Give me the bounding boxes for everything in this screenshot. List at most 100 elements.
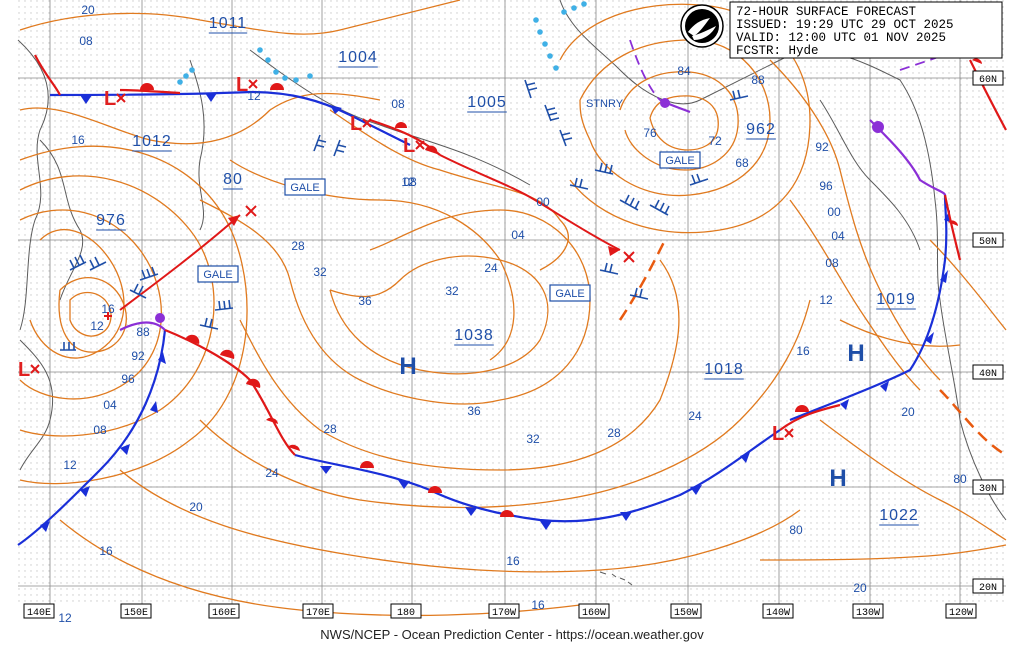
wind-barbs: [60, 79, 749, 351]
lon-label-box: [578, 603, 610, 619]
isobar-value: 96: [819, 179, 833, 193]
low-pressure-icon: L: [350, 113, 372, 135]
isobar-value: 28: [607, 426, 621, 440]
isobar-value: 08: [79, 34, 93, 48]
lon-label-box: [390, 603, 422, 619]
pressure-value: 962: [746, 121, 776, 138]
cold-front-barbs: [40, 93, 950, 532]
hawaii-islands: [599, 571, 633, 586]
latitude-labels: 60N 50N 40N 30N 20N: [972, 70, 1004, 594]
isobar-value: 92: [131, 349, 145, 363]
isobar-value: 04: [831, 229, 845, 243]
header-line3: VALID: 12:00 UTC 01 NOV 2025: [736, 31, 946, 45]
lon-label: 130W: [856, 608, 880, 619]
future-position-marks: [245, 205, 635, 263]
gale-box: [197, 265, 239, 283]
lon-label-box: [302, 603, 334, 619]
high-pressure-icon: H: [399, 353, 416, 380]
noaa-logo-icon: [680, 4, 724, 48]
svg-text:L: L: [350, 113, 362, 135]
lon-label-box: [945, 603, 977, 619]
lat-label: 60N: [979, 75, 997, 86]
lat-label-box: [972, 232, 1004, 248]
isobar-value: 28: [291, 239, 305, 253]
pressure-value: 976: [96, 212, 126, 229]
low-pressure-icon: L: [403, 135, 425, 157]
system-markers: L L L L L L H H H: [18, 74, 865, 492]
dashed-purple: [629, 39, 981, 101]
lat-label-box: [972, 479, 1004, 495]
svg-text:L: L: [772, 423, 784, 445]
isobar-value: 24: [265, 466, 279, 480]
isobars: [19, 0, 1007, 617]
header-line1: 72-HOUR SURFACE FORECAST: [736, 5, 917, 19]
pressure-value: 1005: [467, 94, 507, 111]
pressure-value: 1022: [879, 507, 919, 524]
isobar-value: 12: [247, 89, 261, 103]
header-box: [729, 1, 1003, 59]
lat-label: 40N: [979, 369, 997, 380]
pressure-value: 1038: [454, 327, 494, 344]
lon-label: 140E: [27, 608, 51, 619]
isobar-value: 80: [953, 472, 967, 486]
pressure-value: 1004: [338, 49, 378, 66]
sakhalin-coast: [39, 139, 84, 301]
pressure-value: 1011: [209, 15, 247, 32]
isobar-value: 08: [825, 256, 839, 270]
isobar-value: 88: [136, 325, 150, 339]
high-pressure-icon: H: [847, 340, 864, 367]
low-pressure-icon: L: [104, 88, 126, 110]
isobar-value: 24: [688, 409, 702, 423]
pressure-value: 1019: [876, 291, 916, 308]
low-pressure-icon: L: [772, 423, 794, 445]
gale-labels: GALE GALE GALE GALE: [197, 151, 701, 302]
asia-coast: [17, 39, 49, 331]
isobar-value: 88: [751, 73, 765, 87]
storm-center-icon: [104, 312, 112, 320]
isobar-value: 08: [403, 175, 417, 189]
lon-label: 160W: [582, 608, 606, 619]
svg-text:L: L: [236, 74, 248, 96]
svg-text:L: L: [18, 359, 30, 381]
forecast-tracks: [119, 154, 621, 311]
isobar-value: 12: [58, 611, 72, 625]
japan-coast: [19, 339, 54, 471]
isobar-value: 08: [93, 423, 107, 437]
isobar-value: 20: [853, 581, 867, 595]
gale-label: GALE: [203, 269, 232, 281]
isobar-value: 12: [63, 458, 77, 472]
isobar-value: 80: [789, 523, 803, 537]
lat-label-box: [972, 364, 1004, 380]
pressure-value: 80: [223, 171, 243, 188]
low-pressure-icon: L: [236, 74, 258, 96]
svg-text:L: L: [104, 88, 116, 110]
pressure-center-labels: 1011 1004 1005 1012 976 80 1038 962 1018 1019 1022: [96, 15, 919, 526]
isobar-value: 00: [536, 195, 550, 209]
isobar-value: 16: [101, 302, 115, 316]
isobar-value: 04: [511, 228, 525, 242]
lon-label-box: [488, 603, 520, 619]
isobar-value: 00: [827, 205, 841, 219]
track-arrowheads: [228, 215, 620, 256]
lon-label: 170W: [492, 608, 516, 619]
lon-label-box: [670, 603, 702, 619]
lon-label-box: [762, 603, 794, 619]
gale-label: GALE: [290, 182, 319, 194]
isobar-value: 92: [815, 140, 829, 154]
isobar-value: 12: [401, 175, 415, 189]
gale-label: GALE: [555, 288, 584, 300]
svg-text:L: L: [403, 135, 415, 157]
stnry-label: STNRY: [586, 98, 624, 110]
isobar-value: 32: [526, 432, 540, 446]
lon-label: 140W: [766, 608, 790, 619]
lat-label: 30N: [979, 484, 997, 495]
kamchatka-coast: [189, 59, 205, 231]
isobar-value: 20: [901, 405, 915, 419]
isobar-value: 16: [796, 344, 810, 358]
isobar-value: 08: [391, 97, 405, 111]
occluded-symbols: [155, 98, 884, 323]
lat-label: 20N: [979, 583, 997, 594]
lon-label: 160E: [212, 608, 236, 619]
